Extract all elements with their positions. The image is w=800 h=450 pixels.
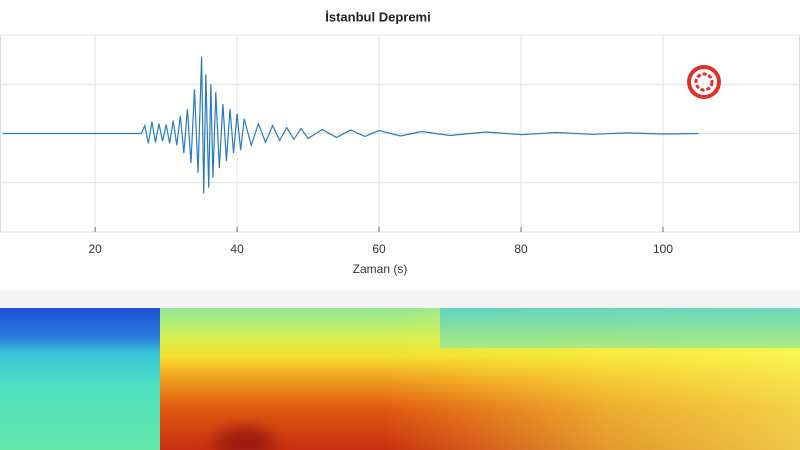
x-tick-label: 20 <box>88 242 102 256</box>
chart-title: İstanbul Depremi <box>325 9 430 24</box>
x-tick-label: 60 <box>372 242 386 256</box>
x-tick-label: 80 <box>514 242 528 256</box>
spectrogram-peak <box>215 428 275 450</box>
x-axis-label: Zaman (s) <box>353 262 408 276</box>
spectrogram <box>0 308 800 450</box>
spectrogram-high-band <box>440 308 800 348</box>
waveform <box>2 56 699 194</box>
x-tick-label: 40 <box>230 242 244 256</box>
spectrogram-quiet <box>0 308 160 450</box>
x-tick-label: 100 <box>653 242 673 256</box>
logo <box>687 65 721 99</box>
chart: İstanbul Depremi Zaman (s) 20 40 60 80 100 <box>0 0 800 290</box>
